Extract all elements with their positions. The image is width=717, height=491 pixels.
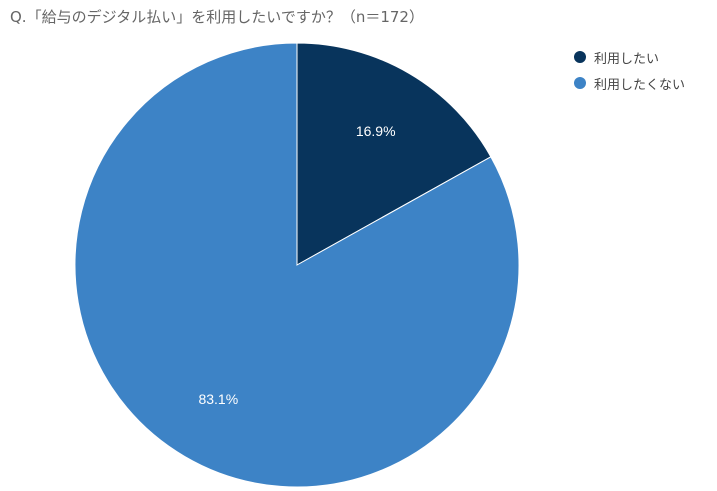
legend-item-0[interactable]: 利用したい <box>574 44 685 70</box>
chart-title: Q.「給与のデジタル払い」を利用したいですか？（n＝172） <box>10 8 424 26</box>
legend-marker-icon <box>574 77 586 89</box>
data-label-1: 83.1% <box>198 391 238 407</box>
pie-slice-1[interactable] <box>74 42 520 488</box>
legend-label: 利用したくない <box>594 77 686 93</box>
legend: 利用したい 利用したくない <box>574 44 685 96</box>
pie-slice-0[interactable] <box>296 42 492 266</box>
data-label-0: 16.9% <box>356 123 396 139</box>
legend-label: 利用したい <box>594 51 660 67</box>
legend-item-1[interactable]: 利用したくない <box>574 70 685 96</box>
legend-marker-icon <box>574 51 586 63</box>
